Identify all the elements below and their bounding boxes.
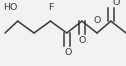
Text: HO: HO bbox=[3, 3, 18, 12]
Text: F: F bbox=[48, 3, 53, 12]
Text: O: O bbox=[112, 0, 120, 7]
Text: O: O bbox=[64, 48, 72, 56]
Text: O: O bbox=[78, 36, 86, 45]
Text: O: O bbox=[93, 16, 101, 25]
